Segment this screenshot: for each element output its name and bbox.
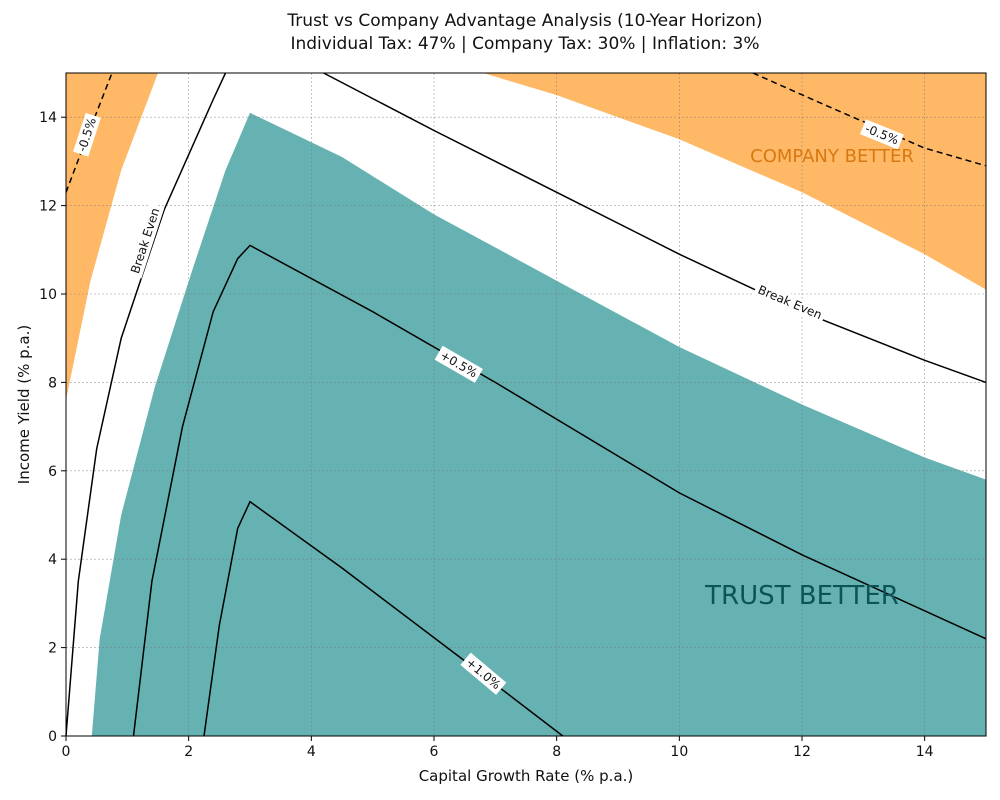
y-tick-label: 4 [48, 552, 57, 568]
regions-layer [66, 73, 987, 737]
contour-line--0-5--1 [752, 72, 987, 167]
company-better-region-0 [66, 73, 158, 401]
contour-label-bg [752, 280, 828, 325]
x-tick-label: 2 [184, 744, 193, 760]
contour-line-break-even-1 [323, 72, 987, 384]
x-tick-label: 8 [552, 744, 561, 760]
axes-layer: 0 2 4 6 8 10 12 14 0 2 4 6 8 10 12 14 [39, 110, 933, 760]
x-tick-label: 4 [307, 744, 316, 760]
company-better-region-1 [483, 73, 986, 290]
contour-line-break-even-0 [65, 72, 227, 737]
trust-better-region [91, 112, 987, 737]
contour-line--0-5--0 [132, 244, 987, 737]
y-tick-label: 12 [39, 199, 57, 215]
chart-title: Trust vs Company Advantage Analysis (10-… [0, 10, 1000, 56]
contour-label-bg [434, 345, 483, 383]
y-axis-label: Income Yield (% p.a.) [15, 325, 33, 484]
contour-label-bg [126, 203, 165, 279]
x-axis-label: Capital Growth Rate (% p.a.) [419, 767, 634, 785]
chart-title-line1: Trust vs Company Advantage Analysis (10-… [287, 11, 763, 31]
contour-label-bg [73, 112, 101, 157]
contour-label: Break Even [756, 283, 824, 322]
y-tick-label: 10 [39, 287, 57, 303]
y-tick-label: 6 [48, 464, 57, 480]
company-better-label: COMPANY BETTER [750, 146, 914, 167]
x-tick-label: 14 [916, 744, 934, 760]
y-tick-label: 14 [39, 110, 57, 126]
x-tick-label: 12 [793, 744, 811, 760]
x-tick-label: 0 [62, 744, 71, 760]
x-tick-label: 10 [670, 744, 688, 760]
trust-better-label: TRUST BETTER [704, 581, 899, 611]
plot-frame [65, 72, 987, 737]
x-tick-label: 6 [430, 744, 439, 760]
y-tick-label: 2 [48, 641, 57, 657]
contour-label-bg [859, 119, 904, 150]
y-tick-label: 8 [48, 375, 57, 391]
contours-layer [65, 72, 987, 737]
y-tick-label: 0 [48, 729, 57, 745]
contour-label-bg [460, 652, 507, 695]
chart-title-line2: Individual Tax: 47% | Company Tax: 30% |… [290, 33, 760, 54]
